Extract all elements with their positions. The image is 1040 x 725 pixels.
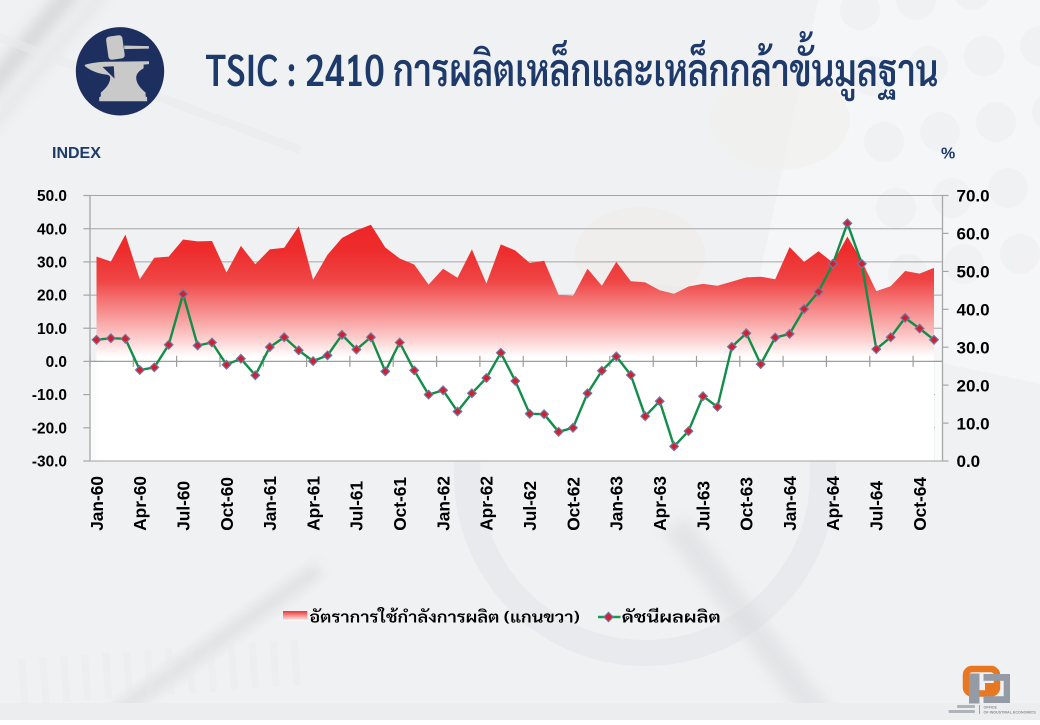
svg-text:Apr-64: Apr-64 [823, 476, 843, 531]
svg-text:-20.0: -20.0 [32, 420, 67, 437]
svg-text:Jul-62: Jul-62 [520, 481, 540, 531]
svg-text:Jan-64: Jan-64 [780, 476, 800, 531]
svg-text:10.0: 10.0 [957, 414, 990, 433]
svg-text:Jul-60: Jul-60 [173, 481, 193, 531]
svg-text:Jan-61: Jan-61 [260, 476, 280, 531]
svg-text:Apr-62: Apr-62 [477, 476, 497, 531]
svg-text:40.0: 40.0 [37, 221, 67, 238]
svg-text:Jul-63: Jul-63 [693, 481, 713, 531]
svg-text:Jan-60: Jan-60 [87, 476, 107, 531]
svg-text:Jul-64: Jul-64 [867, 480, 887, 530]
svg-text:Oct-62: Oct-62 [563, 477, 583, 531]
svg-text:50.0: 50.0 [37, 188, 67, 205]
svg-text:10.0: 10.0 [37, 321, 67, 338]
svg-text:Oct-63: Oct-63 [737, 477, 757, 531]
svg-text:-30.0: -30.0 [32, 454, 67, 471]
svg-text:20.0: 20.0 [957, 376, 990, 395]
svg-text:20.0: 20.0 [37, 288, 67, 305]
svg-text:Oct-64: Oct-64 [910, 477, 930, 531]
svg-text:INDEX: INDEX [52, 145, 101, 162]
svg-text:Apr-63: Apr-63 [650, 476, 670, 531]
svg-text:50.0: 50.0 [957, 263, 990, 282]
svg-text:Jul-61: Jul-61 [347, 480, 367, 530]
svg-text:30.0: 30.0 [957, 338, 990, 357]
svg-text:Apr-61: Apr-61 [303, 476, 323, 531]
svg-text:Jan-62: Jan-62 [433, 476, 453, 531]
svg-text:60.0: 60.0 [957, 225, 990, 244]
svg-text:OF INDUSTRIAL ECONOMICS: OF INDUSTRIAL ECONOMICS [984, 711, 1037, 715]
svg-text:Jan-63: Jan-63 [607, 476, 627, 531]
svg-text:Apr-60: Apr-60 [130, 476, 150, 531]
svg-text:-10.0: -10.0 [32, 387, 67, 404]
svg-text:Oct-61: Oct-61 [390, 477, 410, 531]
svg-text:OFFICE: OFFICE [984, 706, 998, 710]
svg-text:%: % [941, 145, 955, 162]
svg-text:30.0: 30.0 [37, 255, 67, 272]
svg-text:0.0: 0.0 [957, 452, 981, 471]
svg-text:0.0: 0.0 [46, 354, 67, 371]
svg-text:40.0: 40.0 [957, 301, 990, 320]
svg-text:70.0: 70.0 [957, 187, 990, 206]
svg-text:Oct-60: Oct-60 [217, 477, 237, 531]
